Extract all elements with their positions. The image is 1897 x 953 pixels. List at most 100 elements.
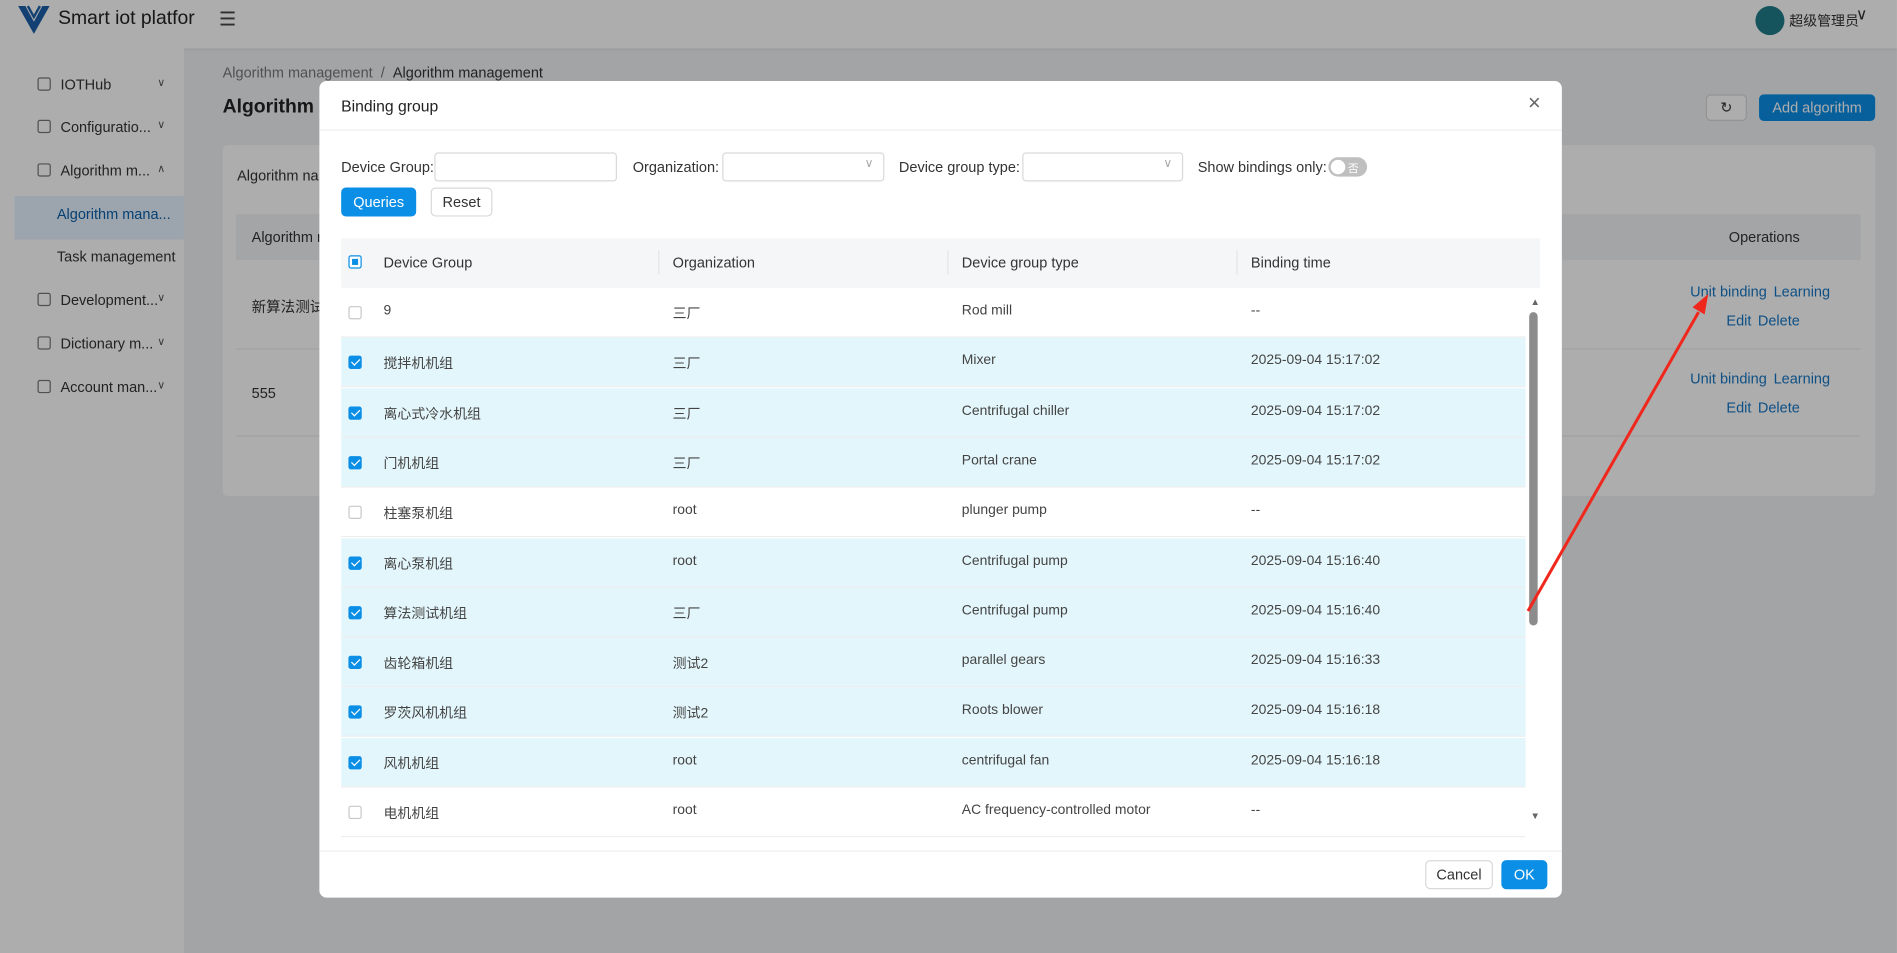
type-select[interactable]: ∨ — [1022, 152, 1184, 182]
scroll-down[interactable]: ▼ — [1530, 810, 1540, 822]
cell: 2025-09-04 15:17:02 — [1250, 453, 1381, 469]
menu-icon — [37, 163, 51, 177]
cell: 三厂 — [672, 357, 701, 372]
ok-button[interactable]: OK — [1501, 860, 1548, 890]
column-divider — [1236, 250, 1238, 275]
page-title: Algorithm — [222, 96, 314, 118]
cell: 2025-09-04 15:16:40 — [1250, 603, 1381, 618]
menu-item[interactable]: Dictionary m... — [60, 335, 154, 353]
cell: 风机机组 — [383, 756, 440, 772]
add-button[interactable]: Add algorithm — [1759, 94, 1876, 121]
row-checkbox[interactable] — [348, 755, 362, 770]
cell: root — [672, 553, 697, 569]
breadcrumb-item: Algorithm management — [392, 64, 543, 82]
reset-button[interactable]: Reset — [430, 187, 493, 217]
table-row: 门机机组 三厂 Portal crane 2025-09-04 15:17:02 — [341, 437, 1526, 488]
scrollbar-thumb[interactable] — [1529, 312, 1538, 626]
table-row: 9 三厂 Rod mill -- — [341, 287, 1526, 338]
menu-icon — [37, 77, 51, 91]
cell: 齿轮箱机组 — [383, 657, 454, 672]
menu-caret: ∨ — [157, 335, 166, 348]
row-checkbox[interactable] — [348, 455, 362, 470]
user-caret[interactable]: ∨ — [1855, 4, 1868, 23]
scroll-up[interactable]: ▲ — [1530, 296, 1540, 308]
filter-label: Device Group: — [341, 158, 434, 176]
column-header: Organization — [672, 254, 755, 271]
close-button[interactable]: × — [1527, 90, 1541, 115]
query-button[interactable]: Queries — [341, 187, 417, 217]
row-checkbox[interactable] — [348, 306, 362, 320]
cell: 2025-09-04 15:16:40 — [1250, 553, 1381, 569]
user-name[interactable]: 超级管理员 — [1789, 14, 1859, 30]
cancel-button[interactable]: Cancel — [1425, 860, 1493, 890]
filter-label: Show bindings only: — [1197, 158, 1327, 176]
action-link[interactable]: Delete — [1757, 399, 1800, 417]
breadcrumb: Algorithm management / Algorithm managem… — [222, 64, 543, 82]
row-checkbox[interactable] — [348, 705, 362, 720]
row-checkbox[interactable] — [348, 356, 362, 370]
menu-item[interactable]: Configuratio... — [60, 118, 151, 136]
row-checkbox[interactable] — [348, 406, 362, 420]
cell: Centrifugal pump — [961, 603, 1068, 618]
menu-icon — [37, 292, 51, 307]
cell: 9 — [383, 303, 392, 319]
cell: 三厂 — [672, 407, 701, 422]
cell: 三厂 — [672, 457, 701, 472]
column-divider — [658, 250, 660, 275]
selected-menu-bg — [14, 195, 184, 240]
sidebar — [0, 48, 184, 953]
cell: Roots blower — [961, 703, 1043, 718]
action-link[interactable]: Unit binding — [1690, 283, 1767, 301]
row-checkbox[interactable] — [348, 655, 362, 670]
cell: 新算法测试 — [251, 298, 325, 316]
menu-item[interactable]: Development... — [60, 291, 159, 309]
cell: 三厂 — [672, 307, 701, 322]
action-link[interactable]: Edit — [1726, 399, 1752, 417]
row-checkbox[interactable] — [348, 805, 362, 820]
menu-icon — [37, 379, 51, 394]
toggle-knob — [1330, 159, 1346, 175]
menu-item[interactable]: Algorithm m... — [60, 162, 151, 180]
toggle[interactable]: 否 — [1328, 157, 1368, 177]
column-header: Operations — [1728, 228, 1800, 246]
table-row: 电机机组 root AC frequency-controlled motor -- — [341, 787, 1526, 838]
column-header: Device Group — [383, 254, 473, 271]
filter-label: Algorithm nar — [237, 166, 324, 184]
cell: 柱塞泵机组 — [383, 507, 454, 522]
row-checkbox[interactable] — [348, 505, 362, 520]
action-link[interactable]: Delete — [1757, 312, 1800, 330]
organization-select[interactable]: ∨ — [722, 152, 885, 182]
row-checkbox[interactable] — [348, 555, 362, 570]
cell: Rod mill — [961, 303, 1013, 319]
action-link[interactable]: Unit binding — [1690, 370, 1767, 388]
column-divider — [947, 250, 949, 275]
menu-item[interactable]: Algorithm mana... — [56, 205, 171, 223]
menu-item[interactable]: Task management — [56, 248, 176, 265]
cell: 2025-09-04 15:16:18 — [1250, 703, 1381, 718]
modal-title: Binding group — [341, 96, 439, 115]
breadcrumb-item[interactable]: Algorithm management — [222, 64, 373, 82]
row-checkbox[interactable] — [348, 605, 362, 620]
device-group-input[interactable] — [434, 152, 617, 182]
table-row: 离心泵机组 root Centrifugal pump 2025-09-04 15:1… — [341, 537, 1526, 588]
cell: root — [672, 803, 697, 818]
cell: -- — [1250, 803, 1261, 818]
action-link[interactable]: Learning — [1773, 370, 1831, 388]
menu-item[interactable]: Account man... — [60, 378, 158, 396]
action-link[interactable]: Edit — [1726, 312, 1752, 330]
app-title: Smart iot platfor — [58, 8, 195, 30]
menu-item[interactable]: IOTHub — [60, 76, 112, 94]
select-all-checkbox[interactable] — [348, 255, 362, 269]
avatar[interactable] — [1755, 6, 1785, 36]
menu-caret: ∧ — [157, 162, 166, 175]
menu-caret: ∨ — [157, 118, 166, 131]
menu-toggle[interactable]: ☰ — [218, 9, 237, 31]
arrow-head — [1692, 293, 1709, 315]
table-body: 9 三厂 Rod mill -- 搅拌机机组 三厂 Mixer 2025-09-04 15:1… — [319, 287, 1561, 849]
table-row: 风机机组 root centrifugal fan 2025-09-04 15:16:… — [341, 737, 1526, 788]
action-link[interactable]: Learning — [1773, 283, 1831, 301]
cell: Centrifugal chiller — [961, 403, 1070, 419]
cell: plunger pump — [961, 503, 1047, 519]
refresh-button[interactable]: ↻ — [1705, 94, 1747, 121]
